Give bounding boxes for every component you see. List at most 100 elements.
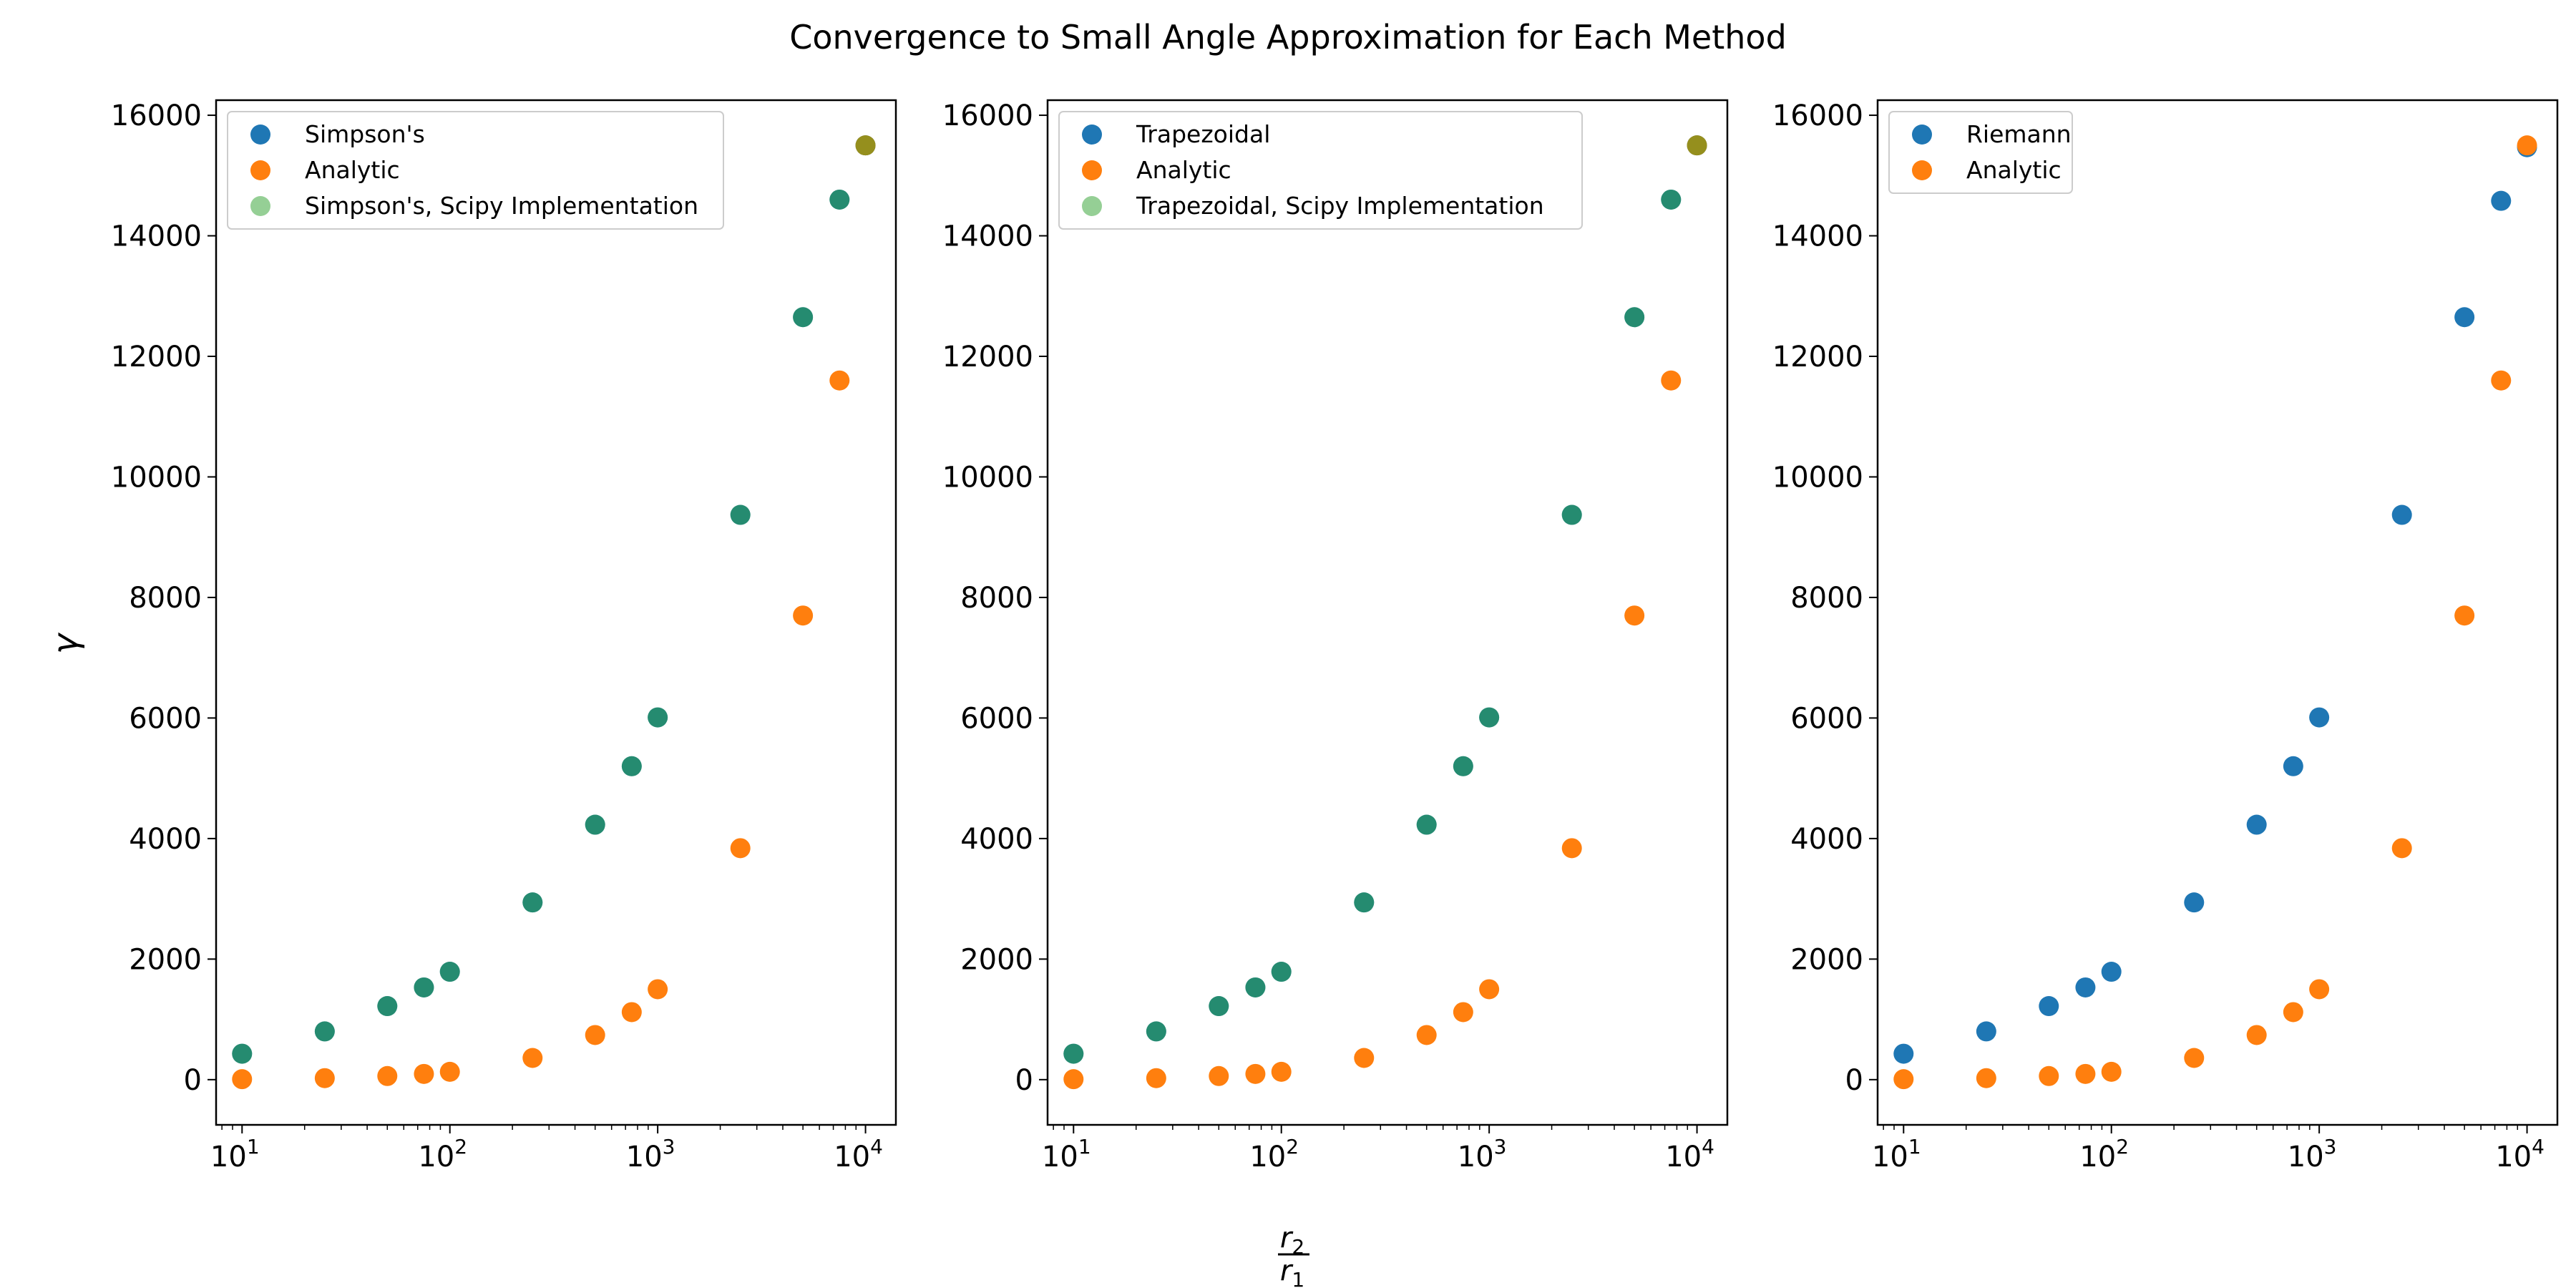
data-point: Analytic: (25, 25) xyxy=(1976,1068,1996,1088)
series-simpson-s-scipy-implementation: Simpson's, Scipy Implementation: (10, 43… xyxy=(232,135,876,1064)
legend-label: Analytic xyxy=(1966,156,2062,184)
legend-label: Trapezoidal xyxy=(1136,120,1270,148)
y-tick-label: 0 xyxy=(184,1064,202,1097)
y-tick-label: 16000 xyxy=(1772,99,1863,132)
x-tick-label: 103 xyxy=(626,1135,675,1174)
legend-marker xyxy=(250,125,270,145)
legend-label: Analytic xyxy=(305,156,400,184)
y-tick-label: 8000 xyxy=(129,582,202,615)
data-point: Riemann: (100, 1790) xyxy=(2101,962,2122,982)
y-tick-label: 10000 xyxy=(111,461,202,494)
x-tick-label: 104 xyxy=(2495,1135,2545,1174)
legend-label: Simpson's xyxy=(305,120,425,148)
data-point: Simpson's, Scipy Implementation: (75, 15… xyxy=(414,977,434,997)
data-point: Analytic: (100, 130) xyxy=(2101,1061,2122,1082)
data-point: Trapezoidal, Scipy Implementation: (500,… xyxy=(1416,814,1437,835)
data-point: Analytic: (750, 1120) xyxy=(621,1002,642,1023)
x-tick-label: 101 xyxy=(1042,1135,1091,1174)
data-point: Riemann: (2500, 9370) xyxy=(2391,504,2412,525)
y-tick-label: 4000 xyxy=(129,823,202,856)
subplot-trapezoidal-axes-frame xyxy=(1046,99,1729,1126)
x-tick-label: 103 xyxy=(2288,1135,2337,1174)
data-point: Analytic: (7500, 11600) xyxy=(829,370,850,391)
subplot-riemann: 0 2000 4000 6000 8000 10000 12000 14000 16000 101… xyxy=(1772,99,2559,1174)
data-point: Analytic: (10, 8) xyxy=(1063,1069,1084,1090)
data-point: Riemann: (75, 1530) xyxy=(2075,977,2096,997)
y-tick-label: 16000 xyxy=(111,99,202,132)
data-point: Analytic: (250, 360) xyxy=(522,1048,543,1068)
data-point: Analytic: (25, 25) xyxy=(1146,1068,1166,1088)
data-point: Analytic: (1000, 1500) xyxy=(2309,979,2330,1000)
x-tick-label: 101 xyxy=(210,1135,260,1174)
y-tick-label: 14000 xyxy=(942,220,1033,253)
data-point: Riemann: (500, 4230) xyxy=(2246,814,2267,835)
data-point: Analytic: (1000, 1500) xyxy=(648,979,668,1000)
y-tick-label: 8000 xyxy=(1790,582,1863,615)
data-point: Riemann: (10, 430) xyxy=(1893,1043,1914,1064)
data-point: Analytic: (10, 8) xyxy=(1893,1069,1914,1090)
data-point: Analytic: (50, 60) xyxy=(377,1065,398,1086)
y-tick-label: 4000 xyxy=(1790,823,1863,856)
data-point: Analytic: (75, 95) xyxy=(1245,1063,1266,1084)
y-tick-label: 12000 xyxy=(942,341,1033,374)
data-point: Simpson's, Scipy Implementation: (2500, … xyxy=(730,504,751,525)
data-point: Simpson's, Scipy Implementation: (10000,… xyxy=(855,135,876,156)
subplot-simpsons: 0 2000 4000 6000 8000 10000 12000 14000 16000 101… xyxy=(111,99,897,1174)
series-analytic: Analytic: (10, 8) Analytic: (25, 25) Analy… xyxy=(1063,135,1707,1090)
data-point: Analytic: (5000, 7700) xyxy=(1624,605,1645,626)
data-point: Trapezoidal, Scipy Implementation: (250,… xyxy=(1354,892,1375,913)
data-point: Analytic: (250, 360) xyxy=(1354,1048,1375,1068)
data-point: Analytic: (5000, 7700) xyxy=(2454,605,2475,626)
y-tick-label: 2000 xyxy=(960,943,1033,976)
y-tick-label: 10000 xyxy=(1772,461,1863,494)
x-tick-label: 101 xyxy=(1872,1135,1921,1174)
data-point: Analytic: (10000, 15500) xyxy=(2517,135,2537,156)
x-tick-label: 102 xyxy=(418,1135,467,1174)
x-axis-label-numerator: r xyxy=(1280,1221,1294,1254)
data-point: Simpson's, Scipy Implementation: (250, 2… xyxy=(522,892,543,913)
data-point: Simpson's, Scipy Implementation: (10, 43… xyxy=(232,1043,253,1064)
data-point: Analytic: (100, 130) xyxy=(1271,1061,1292,1082)
y-tick-label: 6000 xyxy=(129,702,202,735)
y-tick-label: 0 xyxy=(1015,1064,1033,1097)
data-point: Analytic: (2500, 3840) xyxy=(2391,838,2412,859)
data-point: Riemann: (7500, 14580) xyxy=(2491,190,2512,211)
legend-label: Trapezoidal, Scipy Implementation xyxy=(1136,192,1544,220)
data-point: Trapezoidal, Scipy Implementation: (75, … xyxy=(1245,977,1266,997)
data-point: Analytic: (500, 740) xyxy=(2246,1025,2267,1045)
data-point: Simpson's, Scipy Implementation: (500, 4… xyxy=(585,814,605,835)
data-point: Riemann: (750, 5200) xyxy=(2283,756,2303,776)
y-tick-label: 2000 xyxy=(129,943,202,976)
x-tick-label: 104 xyxy=(834,1135,883,1174)
data-point: Analytic: (2500, 3840) xyxy=(1561,838,1582,859)
figure-title: Convergence to Small Angle Approximation… xyxy=(789,18,1787,57)
data-point: Analytic: (7500, 11600) xyxy=(1661,370,1682,391)
y-tick-label: 14000 xyxy=(1772,220,1863,253)
legend-label: Simpson's, Scipy Implementation xyxy=(305,192,698,220)
data-point: Trapezoidal, Scipy Implementation: (1000… xyxy=(1687,135,1707,156)
subplot-simpsons-axes-frame xyxy=(215,99,897,1126)
subplots: 0 2000 4000 6000 8000 10000 12000 14000 16000 101… xyxy=(111,99,2559,1174)
y-tick-label: 6000 xyxy=(1790,702,1863,735)
data-point: Analytic: (250, 360) xyxy=(2184,1048,2205,1068)
data-point: Trapezoidal, Scipy Implementation: (750,… xyxy=(1453,756,1473,776)
data-point: Analytic: (25, 25) xyxy=(314,1068,335,1088)
y-tick-label: 4000 xyxy=(960,823,1033,856)
data-point: Analytic: (1000, 1500) xyxy=(1479,979,1500,1000)
data-point: Simpson's, Scipy Implementation: (5000, … xyxy=(793,307,814,328)
subplot-simpsons-legend: Simpson's Analytic Simpson's, Scipy Implem… xyxy=(227,111,724,230)
legend-label: Analytic xyxy=(1136,156,1231,184)
subplot-riemann-axes-frame xyxy=(1876,99,2559,1126)
data-point: Trapezoidal, Scipy Implementation: (2500… xyxy=(1561,504,1582,525)
data-point: Simpson's, Scipy Implementation: (750, 5… xyxy=(621,756,642,776)
data-point: Analytic: (7500, 11600) xyxy=(2491,370,2512,391)
data-point: Riemann: (250, 2940) xyxy=(2184,892,2205,913)
y-tick-label: 2000 xyxy=(1790,943,1863,976)
y-tick-label: 0 xyxy=(1845,1064,1863,1097)
data-point: Trapezoidal, Scipy Implementation: (50, … xyxy=(1209,996,1229,1017)
data-point: Simpson's, Scipy Implementation: (25, 80… xyxy=(314,1021,335,1042)
data-point: Trapezoidal, Scipy Implementation: (100,… xyxy=(1271,962,1292,982)
data-point: Analytic: (10, 8) xyxy=(232,1069,253,1090)
legend-marker xyxy=(250,160,270,180)
svg-text:r1: r1 xyxy=(1280,1254,1304,1288)
